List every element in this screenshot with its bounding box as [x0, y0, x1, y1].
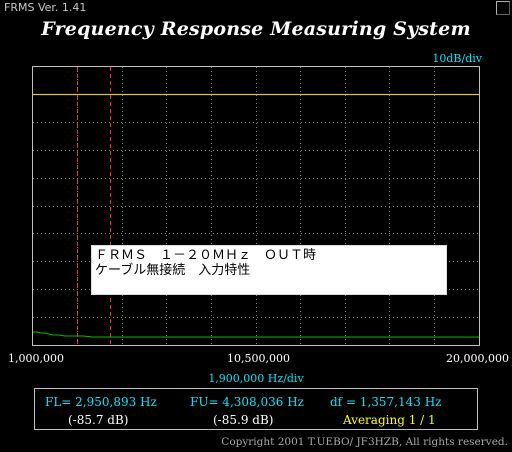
fl-db-value: (-85.7 dB): [68, 413, 129, 427]
copyright-notice: Copyright 2001 T.UEBO/ JF3HZB, All right…: [221, 436, 508, 448]
measurement-panel: FL= 2,950,893 Hz (-85.7 dB) FU= 4,308,03…: [34, 388, 478, 430]
annotation-line-2: ケーブル無接続 入力特性: [95, 263, 251, 278]
grid: [33, 67, 479, 345]
fu-value: FU= 4,308,036 Hz: [190, 395, 304, 409]
annotation-box: ＦＲＭＳ １－２０ＭＨｚ ＯＵＴ時 ケーブル無接続 入力特性: [91, 245, 447, 295]
response-plot[interactable]: [32, 66, 480, 346]
annotation-line-1: ＦＲＭＳ １－２０ＭＨｚ ＯＵＴ時: [95, 248, 317, 263]
response-trace: [33, 331, 479, 338]
fu-db-value: (-85.9 dB): [213, 413, 274, 427]
fl-value: FL= 2,950,893 Hz: [45, 395, 157, 409]
x-tick-center: 10,500,000: [227, 352, 290, 365]
plot-canvas: [33, 67, 479, 345]
window-title: FRMS Ver. 1.41: [4, 1, 87, 14]
app-title: Frequency Response Measuring System: [41, 18, 471, 40]
window-control-icon[interactable]: [496, 1, 510, 15]
y-scale-label: 10dB/div: [432, 52, 482, 65]
x-tick-end: 20,000,000: [446, 352, 509, 365]
df-value: df = 1,357,143 Hz: [330, 395, 442, 409]
averaging-value: Averaging 1 / 1: [343, 413, 436, 427]
x-scale-label: 1,900,000 Hz/div: [208, 372, 304, 385]
x-tick-start: 1,000,000: [8, 352, 64, 365]
title-bar: FRMS Ver. 1.41: [0, 0, 512, 16]
